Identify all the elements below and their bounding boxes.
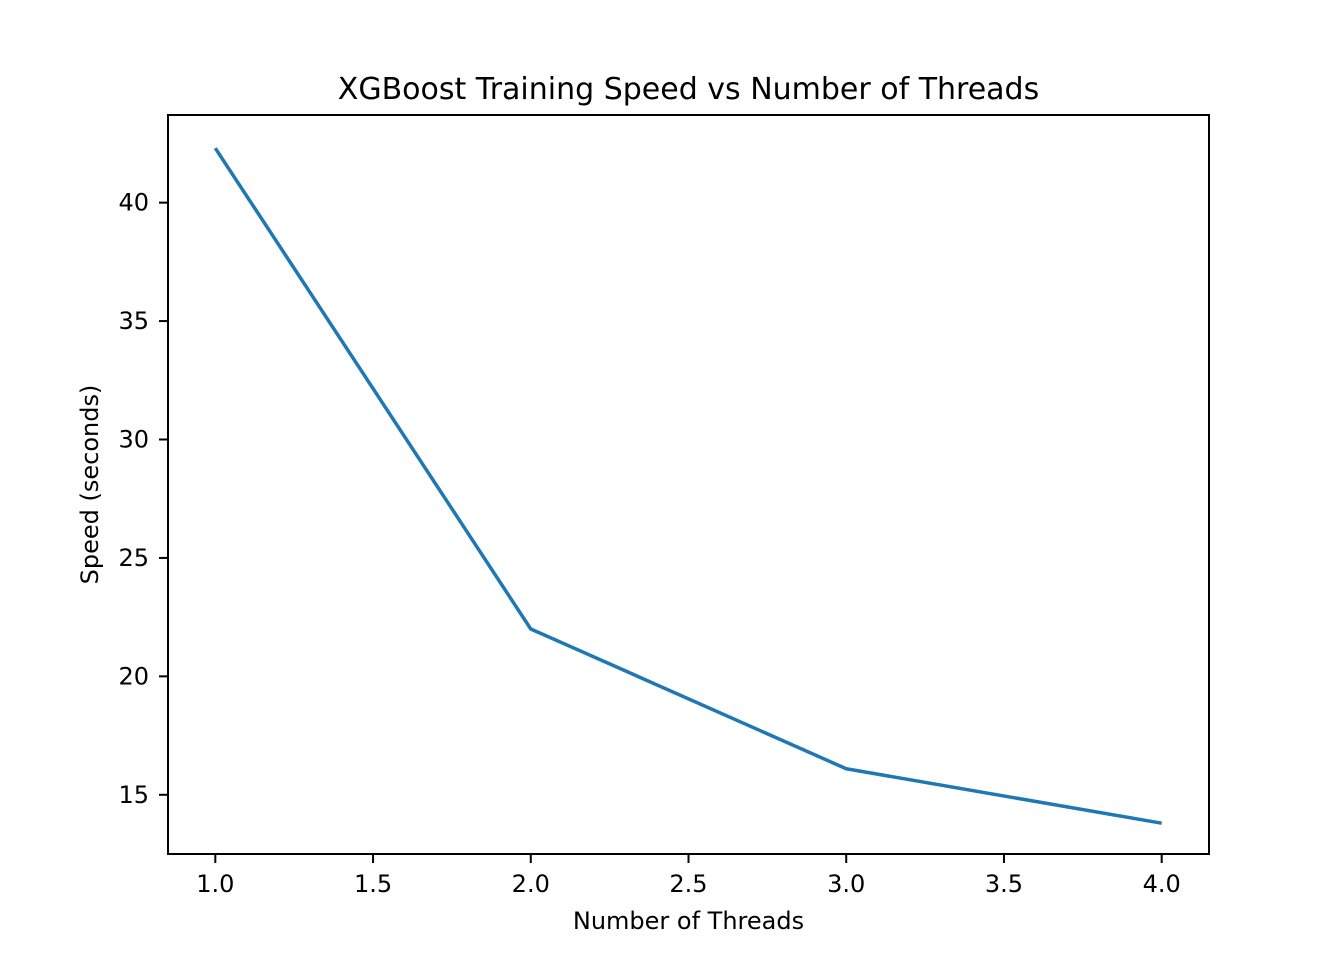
- x-tick-label: 3.0: [827, 870, 865, 898]
- series-line: [213, 147, 1162, 825]
- x-tick-label: 3.5: [985, 870, 1023, 898]
- y-tick-label: 15: [118, 781, 149, 809]
- y-axis-ticks: 15 20 25 30 35 40: [118, 189, 168, 809]
- y-tick-label: 25: [118, 544, 149, 572]
- x-tick-label: 4.0: [1143, 870, 1181, 898]
- chart-title: XGBoost Training Speed vs Number of Thre…: [338, 72, 1039, 107]
- y-axis-label: Speed (seconds): [76, 385, 104, 585]
- x-tick-label: 2.0: [512, 870, 550, 898]
- x-tick-label: 1.0: [196, 870, 234, 898]
- y-tick-label: 40: [118, 189, 149, 217]
- series-layer: [213, 147, 1162, 825]
- y-tick-label: 30: [118, 425, 149, 453]
- y-tick-label: 35: [118, 307, 149, 335]
- y-tick-label: 20: [118, 662, 149, 690]
- x-axis-label: Number of Threads: [573, 907, 804, 935]
- x-axis-ticks: 1.0 1.5 2.0 2.5 3.0 3.5 4.0: [196, 854, 1181, 898]
- x-tick-label: 2.5: [669, 870, 707, 898]
- x-tick-label: 1.5: [354, 870, 392, 898]
